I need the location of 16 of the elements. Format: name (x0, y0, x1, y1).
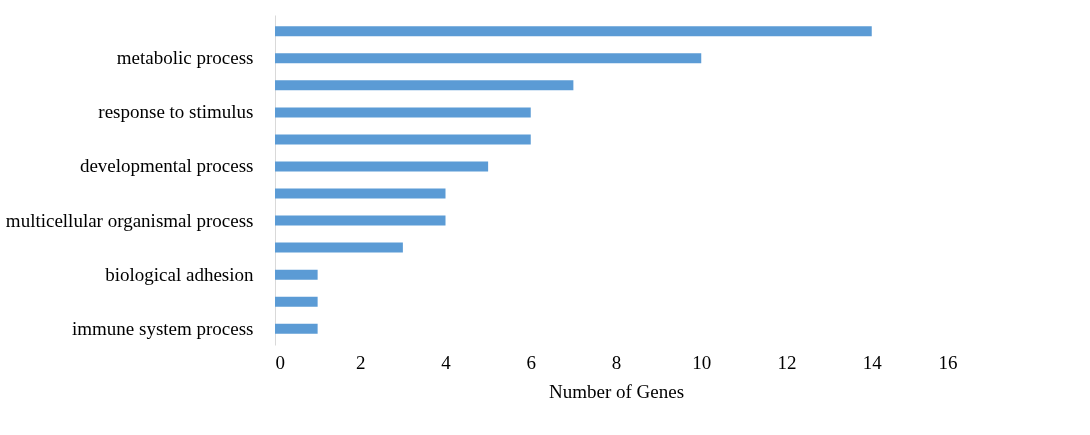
x-tick-label: 4 (441, 351, 452, 373)
x-tick-label: 6 (526, 351, 536, 373)
y-tick-label: multicellular organismal process (5, 209, 254, 231)
y-tick-label: biological adhesion (105, 263, 254, 285)
x-tick-label: 2 (356, 351, 366, 373)
y-tick-label: response to stimulus (98, 101, 254, 123)
y-tick-label: metabolic process (116, 47, 254, 69)
x-tick-label: 10 (692, 351, 712, 373)
x-tick-label: 8 (611, 351, 622, 373)
y-tick-label: immune system process (71, 317, 254, 339)
x-tick-label: 12 (777, 351, 797, 373)
y-tick-label: developmental process (79, 155, 254, 177)
x-tick-label: 0 (275, 351, 285, 373)
x-tick-label: 16 (938, 351, 958, 373)
x-tick-label: 14 (862, 351, 883, 373)
x-axis-title: Number of Genes (548, 380, 685, 402)
